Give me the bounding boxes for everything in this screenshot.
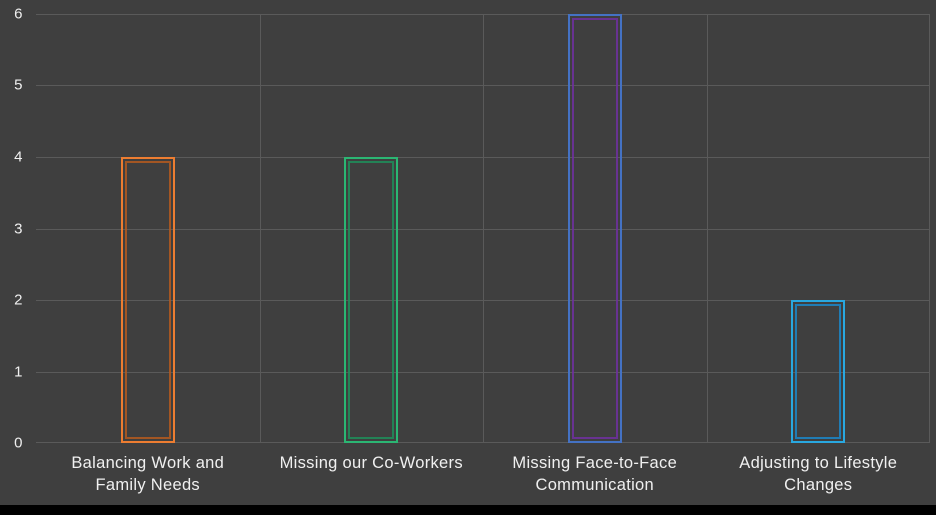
vertical-gridline: [929, 14, 930, 443]
vertical-gridline: [259, 14, 261, 443]
x-category-label-3: Missing Face-to-Face Communication: [512, 454, 678, 495]
y-tick-label: 0: [14, 434, 23, 452]
y-tick-label: 5: [14, 76, 23, 94]
bottom-border: [0, 505, 936, 515]
y-tick-label: 2: [14, 291, 23, 309]
bar-inner-outline: [348, 161, 395, 439]
vertical-gridline: [483, 14, 484, 443]
x-category-label-4: Adjusting to Lifestyle Changes: [739, 454, 898, 495]
y-tick-label: 6: [14, 5, 23, 23]
bar-3: [567, 14, 622, 443]
plot-area: [36, 14, 930, 443]
bar-inner-outline: [124, 161, 171, 439]
y-tick-label: 4: [14, 148, 23, 166]
y-axis: 0 1 2 3 4 5 6: [0, 6, 30, 452]
bar-4: [791, 300, 846, 443]
x-category-label-1: Balancing Work and Family Needs: [71, 454, 225, 495]
bar-inner-outline: [795, 304, 842, 439]
x-category-label-2: Missing our Co-Workers: [279, 454, 463, 472]
x-axis: Balancing Work and Family Needs Missing o…: [36, 452, 930, 502]
bar-1: [120, 157, 175, 443]
y-tick-label: 3: [14, 220, 23, 237]
bar-inner-outline: [571, 18, 618, 439]
y-tick-label: 1: [14, 363, 23, 380]
vertical-gridline: [706, 14, 708, 443]
bar-2: [344, 157, 399, 443]
